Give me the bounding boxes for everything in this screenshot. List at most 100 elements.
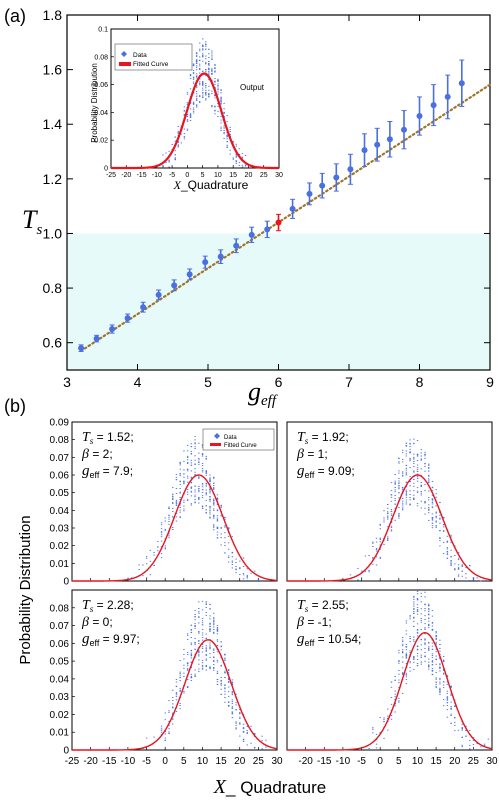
inset-y-tick-label: 0.02 bbox=[94, 138, 108, 145]
data-point bbox=[238, 164, 241, 166]
data-point bbox=[209, 500, 211, 502]
data-point bbox=[208, 89, 210, 91]
data-point bbox=[401, 458, 404, 460]
data-point bbox=[186, 462, 189, 463]
data-point bbox=[194, 474, 196, 476]
data-point bbox=[216, 510, 219, 512]
data-point bbox=[442, 669, 445, 671]
data-point bbox=[175, 499, 178, 501]
data-point bbox=[457, 552, 460, 554]
y-tick-label: 0.07 bbox=[50, 453, 70, 464]
data-point bbox=[205, 614, 207, 616]
data-point bbox=[480, 746, 482, 748]
data-point bbox=[387, 729, 389, 731]
data-point bbox=[220, 515, 222, 517]
data-point bbox=[446, 548, 449, 550]
panel-b-label: (b) bbox=[4, 396, 26, 416]
ts-value: = 2.28; bbox=[93, 598, 133, 612]
data-point bbox=[220, 505, 222, 507]
data-point bbox=[420, 654, 422, 656]
data-point bbox=[205, 654, 207, 656]
data-point bbox=[428, 665, 430, 666]
data-point bbox=[213, 617, 215, 619]
data-point bbox=[372, 557, 374, 558]
data-point bbox=[195, 53, 198, 55]
data-point bbox=[205, 83, 207, 85]
data-point bbox=[189, 108, 192, 110]
data-point bbox=[431, 499, 434, 501]
data-point bbox=[413, 607, 415, 609]
data-point bbox=[194, 625, 196, 627]
data-point bbox=[398, 507, 400, 508]
data-point bbox=[394, 495, 396, 496]
data-point bbox=[205, 633, 207, 635]
data-point bbox=[242, 566, 245, 567]
data-point bbox=[257, 578, 260, 580]
data-point bbox=[201, 455, 204, 457]
y-tick-label: 0.6 bbox=[43, 335, 63, 351]
data-point bbox=[398, 487, 400, 489]
data-point bbox=[145, 557, 148, 559]
inset-annotation: Output bbox=[240, 83, 265, 92]
data-point bbox=[420, 621, 422, 623]
data-point bbox=[420, 494, 422, 496]
data-point bbox=[195, 105, 198, 107]
y-tick-label: 0.05 bbox=[50, 657, 70, 668]
fitted-curve bbox=[111, 72, 279, 170]
inset-xlabel: X_Quadrature bbox=[173, 178, 249, 192]
data-point bbox=[416, 476, 419, 478]
data-point bbox=[195, 73, 198, 75]
data-point bbox=[239, 716, 241, 718]
data-point bbox=[209, 506, 211, 508]
data-point bbox=[186, 459, 189, 461]
data-point bbox=[183, 653, 185, 655]
data-point bbox=[413, 596, 415, 598]
data-point bbox=[213, 652, 215, 653]
data-point bbox=[192, 78, 195, 80]
data-point bbox=[214, 93, 216, 95]
data-point bbox=[190, 650, 193, 652]
data-point bbox=[431, 648, 434, 650]
data-point bbox=[398, 458, 400, 460]
data-point bbox=[186, 120, 189, 122]
data-point bbox=[205, 98, 207, 100]
data-point bbox=[387, 504, 389, 505]
data-point bbox=[405, 493, 408, 495]
data-point bbox=[211, 54, 213, 56]
data-point bbox=[428, 482, 430, 484]
geff-value: = 10.54; bbox=[314, 632, 361, 646]
data-point bbox=[209, 648, 211, 650]
data-point bbox=[177, 132, 179, 134]
data-point bbox=[450, 715, 452, 716]
data-point bbox=[446, 535, 449, 537]
data-point bbox=[416, 455, 419, 457]
data-point bbox=[162, 166, 164, 168]
data-point bbox=[409, 636, 411, 637]
data-point bbox=[183, 128, 186, 130]
data-point bbox=[214, 109, 216, 111]
data-point bbox=[208, 71, 210, 73]
data-point bbox=[428, 658, 430, 660]
data-point bbox=[375, 733, 378, 735]
data-point bbox=[189, 114, 192, 116]
data-point bbox=[401, 650, 404, 652]
data-point bbox=[194, 459, 196, 461]
data-point bbox=[179, 671, 181, 673]
data-point bbox=[390, 496, 393, 498]
data-point bbox=[420, 608, 422, 610]
geff-annotation: geff = 10.54; bbox=[297, 631, 361, 648]
x-tick-label: 5 bbox=[396, 756, 402, 767]
data-point bbox=[198, 655, 200, 657]
geff-subscript: eff bbox=[90, 470, 100, 480]
data-point bbox=[357, 579, 359, 581]
data-point bbox=[409, 442, 411, 444]
data-point bbox=[435, 651, 437, 653]
subplot: Ts = 1.92;β = 1;geff = 9.09; bbox=[286, 421, 493, 582]
data-point bbox=[428, 481, 430, 483]
data-point bbox=[383, 543, 385, 545]
data-point bbox=[428, 512, 430, 514]
data-point bbox=[235, 704, 237, 706]
data-point bbox=[454, 730, 456, 732]
data-point bbox=[202, 259, 209, 266]
data-point bbox=[413, 479, 415, 481]
